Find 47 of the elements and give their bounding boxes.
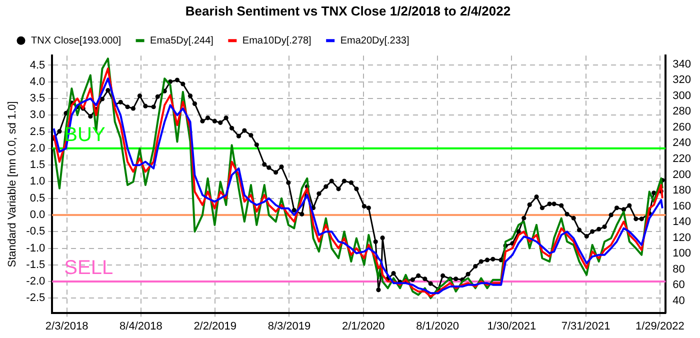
legend-label: Ema10Dy[.278] [242,35,312,46]
y2-tick-label: 200 [672,168,692,181]
y2-tick-label: 120 [672,232,692,244]
x-tick-label: 1/29/2022 [635,320,684,332]
x-tick-label: 2/3/2018 [45,320,88,332]
y-tick-label: -1.0 [26,242,46,254]
y2-tick-label: 180 [672,184,692,197]
y2-tick-label: 300 [672,90,692,102]
y-tick-label: 2.0 [30,142,46,154]
y-tick-label: 4.0 [30,76,46,88]
y-tick-label: 1.0 [30,176,46,188]
y-tick-label: 0.5 [30,192,46,204]
y-tick-label: 2.5 [30,126,46,138]
y-tick-label: -2.5 [26,292,46,304]
x-tick-label: 8/3/2019 [268,320,311,332]
y-tick-label: -2.0 [26,276,46,288]
y2-tick-label: 60 [672,279,685,292]
y-tick-label: 0.0 [30,209,46,222]
y-tick-label: -1.5 [26,258,46,271]
y2-tick-label: 80 [672,263,685,276]
x-tick-label: 2/1/2020 [342,320,385,332]
y-tick-label: 1.5 [30,159,46,172]
y2-tick-label: 240 [672,137,692,150]
x-tick-label: 7/31/2021 [561,320,610,332]
y2-tick-label: 160 [672,200,692,212]
y2-tick-label: 220 [672,152,692,165]
y-tick-label: -0.5 [26,226,46,238]
x-tick-label: 1/30/2021 [487,320,536,332]
y-tick-label: 3.5 [30,92,46,105]
x-tick-label: 2/2/2019 [194,320,237,332]
ref-line-label: SELL [64,257,114,280]
y2-tick-label: 100 [672,248,692,260]
chart-title: Bearish Sentiment vs TNX Close 1/2/2018 to 2/4/2022 [185,3,511,18]
y-axis-title: Standard Variable [mn 0.0, sd 1.0] [6,101,19,268]
y2-tick-label: 280 [672,106,692,118]
legend-label: Ema5Dy[.244] [150,35,214,46]
legend-label: Ema20Dy[.233] [340,35,410,46]
y-tick-label: 3.0 [30,109,46,122]
x-tick-label: 8/1/2020 [416,320,459,332]
y2-tick-label: 340 [672,58,692,70]
y2-tick-label: 40 [672,294,685,307]
x-tick-label: 8/4/2018 [120,320,162,332]
y-tick-label: 4.5 [30,59,46,72]
legend-label: TNX Close[193.000] [31,35,122,46]
y2-tick-label: 140 [672,216,692,228]
y2-tick-label: 260 [672,121,692,134]
y2-tick-label: 320 [672,74,692,86]
